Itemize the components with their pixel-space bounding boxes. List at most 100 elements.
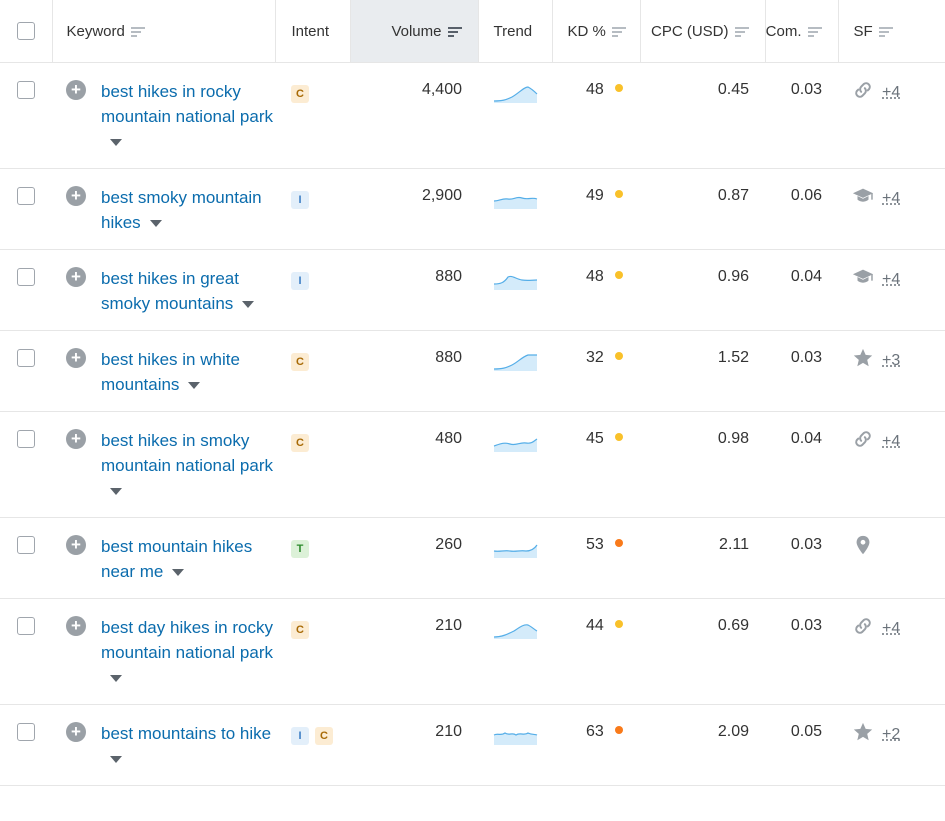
chevron-down-icon[interactable] bbox=[188, 382, 201, 390]
sf-cell: +4 bbox=[838, 62, 945, 169]
keyword-link[interactable]: best hikes in rocky mountain national pa… bbox=[101, 79, 275, 154]
trend-sparkline bbox=[493, 196, 538, 209]
serp-features-more-link[interactable]: +3 bbox=[882, 351, 901, 369]
serp-features-more-link[interactable]: +4 bbox=[882, 83, 901, 101]
trend-sparkline bbox=[493, 86, 538, 103]
row-checkbox[interactable] bbox=[17, 723, 35, 741]
row-checkbox[interactable] bbox=[17, 617, 35, 635]
cpc-cell: 2.09 bbox=[640, 704, 765, 786]
trend-cell bbox=[478, 330, 552, 412]
add-keyword-icon[interactable]: + bbox=[66, 80, 86, 100]
table-row: + best hikes in white mountains C 880 32… bbox=[0, 330, 945, 412]
chevron-down-icon[interactable] bbox=[110, 756, 122, 764]
sort-icon[interactable] bbox=[734, 25, 749, 39]
com-cell: 0.03 bbox=[765, 598, 838, 705]
intent-badge-commercial[interactable]: C bbox=[291, 85, 309, 103]
location-pin-icon[interactable] bbox=[852, 534, 874, 561]
serp-features-more-link[interactable]: +4 bbox=[882, 189, 901, 207]
chevron-down-icon[interactable] bbox=[172, 569, 185, 577]
add-keyword-icon[interactable]: + bbox=[66, 267, 86, 287]
keyword-link[interactable]: best hikes in white mountains bbox=[101, 350, 240, 394]
trend-sparkline bbox=[493, 732, 538, 745]
sort-icon[interactable] bbox=[447, 25, 462, 39]
keyword-link[interactable]: best smoky mountain hikes bbox=[101, 188, 262, 232]
intent-badge-transactional[interactable]: T bbox=[291, 540, 309, 558]
add-keyword-icon[interactable]: + bbox=[66, 722, 86, 742]
keyword-column-header[interactable]: Keyword bbox=[52, 0, 276, 63]
row-checkbox[interactable] bbox=[17, 430, 35, 448]
row-select-cell bbox=[0, 62, 52, 169]
volume-cell: 4,400 bbox=[350, 62, 478, 169]
com-column-header[interactable]: Com. bbox=[765, 0, 839, 63]
intent-cell: C bbox=[275, 411, 350, 518]
link-icon[interactable] bbox=[852, 428, 874, 455]
sf-column-header[interactable]: SF bbox=[838, 0, 945, 63]
graduation-cap-icon[interactable] bbox=[852, 266, 874, 293]
row-select-cell bbox=[0, 249, 52, 331]
volume-column-header[interactable]: Volume bbox=[350, 0, 479, 63]
link-icon[interactable] bbox=[852, 79, 874, 106]
serp-features-more-link[interactable]: +2 bbox=[882, 725, 901, 743]
intent-badge-informational[interactable]: I bbox=[291, 191, 309, 209]
kd-indicator-dot bbox=[614, 270, 623, 279]
cpc-column-header[interactable]: CPC (USD) bbox=[640, 0, 766, 63]
row-checkbox[interactable] bbox=[17, 187, 35, 205]
keyword-link[interactable]: best hikes in smoky mountain national pa… bbox=[101, 428, 275, 503]
add-keyword-icon[interactable]: + bbox=[66, 348, 86, 368]
keyword-cell: + best hikes in rocky mountain national … bbox=[52, 62, 275, 169]
add-keyword-icon[interactable]: + bbox=[66, 616, 86, 636]
add-keyword-icon[interactable]: + bbox=[66, 186, 86, 206]
row-checkbox[interactable] bbox=[17, 81, 35, 99]
graduation-cap-icon[interactable] bbox=[852, 185, 874, 212]
intent-cell: C bbox=[275, 62, 350, 169]
chevron-down-icon[interactable] bbox=[110, 488, 122, 496]
star-icon[interactable] bbox=[852, 721, 874, 748]
link-icon[interactable] bbox=[852, 615, 874, 642]
volume-cell: 880 bbox=[350, 330, 478, 412]
intent-cell: I bbox=[275, 249, 350, 331]
cpc-cell: 0.98 bbox=[640, 411, 765, 518]
sort-icon[interactable] bbox=[611, 25, 626, 39]
intent-badge-commercial[interactable]: C bbox=[291, 434, 309, 452]
trend-sparkline bbox=[493, 438, 538, 452]
intent-badge-informational[interactable]: I bbox=[291, 727, 309, 745]
row-checkbox[interactable] bbox=[17, 268, 35, 286]
keyword-link[interactable]: best mountain hikes near me bbox=[101, 537, 253, 581]
row-select-cell bbox=[0, 517, 52, 599]
row-checkbox[interactable] bbox=[17, 536, 35, 554]
chevron-down-icon[interactable] bbox=[110, 139, 122, 147]
select-all-cell bbox=[0, 0, 53, 63]
intent-badge-informational[interactable]: I bbox=[291, 272, 309, 290]
keyword-link[interactable]: best mountains to hike bbox=[101, 721, 275, 771]
serp-features-more-link[interactable]: +4 bbox=[882, 619, 901, 637]
sort-icon[interactable] bbox=[878, 25, 893, 39]
table-header-row: Keyword Intent Volume Trend KD % CPC (US… bbox=[0, 0, 945, 63]
keyword-link[interactable]: best hikes in great smoky mountains bbox=[101, 266, 275, 316]
trend-cell bbox=[478, 517, 552, 599]
serp-features-more-link[interactable]: +4 bbox=[882, 432, 901, 450]
sort-icon[interactable] bbox=[807, 25, 822, 39]
chevron-down-icon[interactable] bbox=[110, 675, 122, 683]
select-all-checkbox[interactable] bbox=[17, 22, 35, 40]
row-checkbox[interactable] bbox=[17, 349, 35, 367]
sf-cell: +2 bbox=[838, 704, 945, 786]
add-keyword-icon[interactable]: + bbox=[66, 535, 86, 555]
intent-badge-commercial[interactable]: C bbox=[291, 621, 309, 639]
sf-cell: +4 bbox=[838, 598, 945, 705]
intent-cell: C bbox=[275, 598, 350, 705]
serp-features-more-link[interactable]: +4 bbox=[882, 270, 901, 288]
intent-badge-commercial[interactable]: C bbox=[315, 727, 333, 745]
star-icon[interactable] bbox=[852, 347, 874, 374]
add-keyword-icon[interactable]: + bbox=[66, 429, 86, 449]
keyword-link[interactable]: best day hikes in rocky mountain nationa… bbox=[101, 615, 275, 690]
com-cell: 0.03 bbox=[765, 517, 838, 599]
intent-badge-commercial[interactable]: C bbox=[291, 353, 309, 371]
table-row: + best hikes in smoky mountain national … bbox=[0, 411, 945, 518]
cpc-cell: 1.52 bbox=[640, 330, 765, 412]
kd-column-header[interactable]: KD % bbox=[552, 0, 641, 63]
chevron-down-icon[interactable] bbox=[149, 220, 162, 228]
chevron-down-icon[interactable] bbox=[242, 301, 255, 309]
sort-icon[interactable] bbox=[130, 25, 145, 39]
trend-cell bbox=[478, 168, 552, 250]
